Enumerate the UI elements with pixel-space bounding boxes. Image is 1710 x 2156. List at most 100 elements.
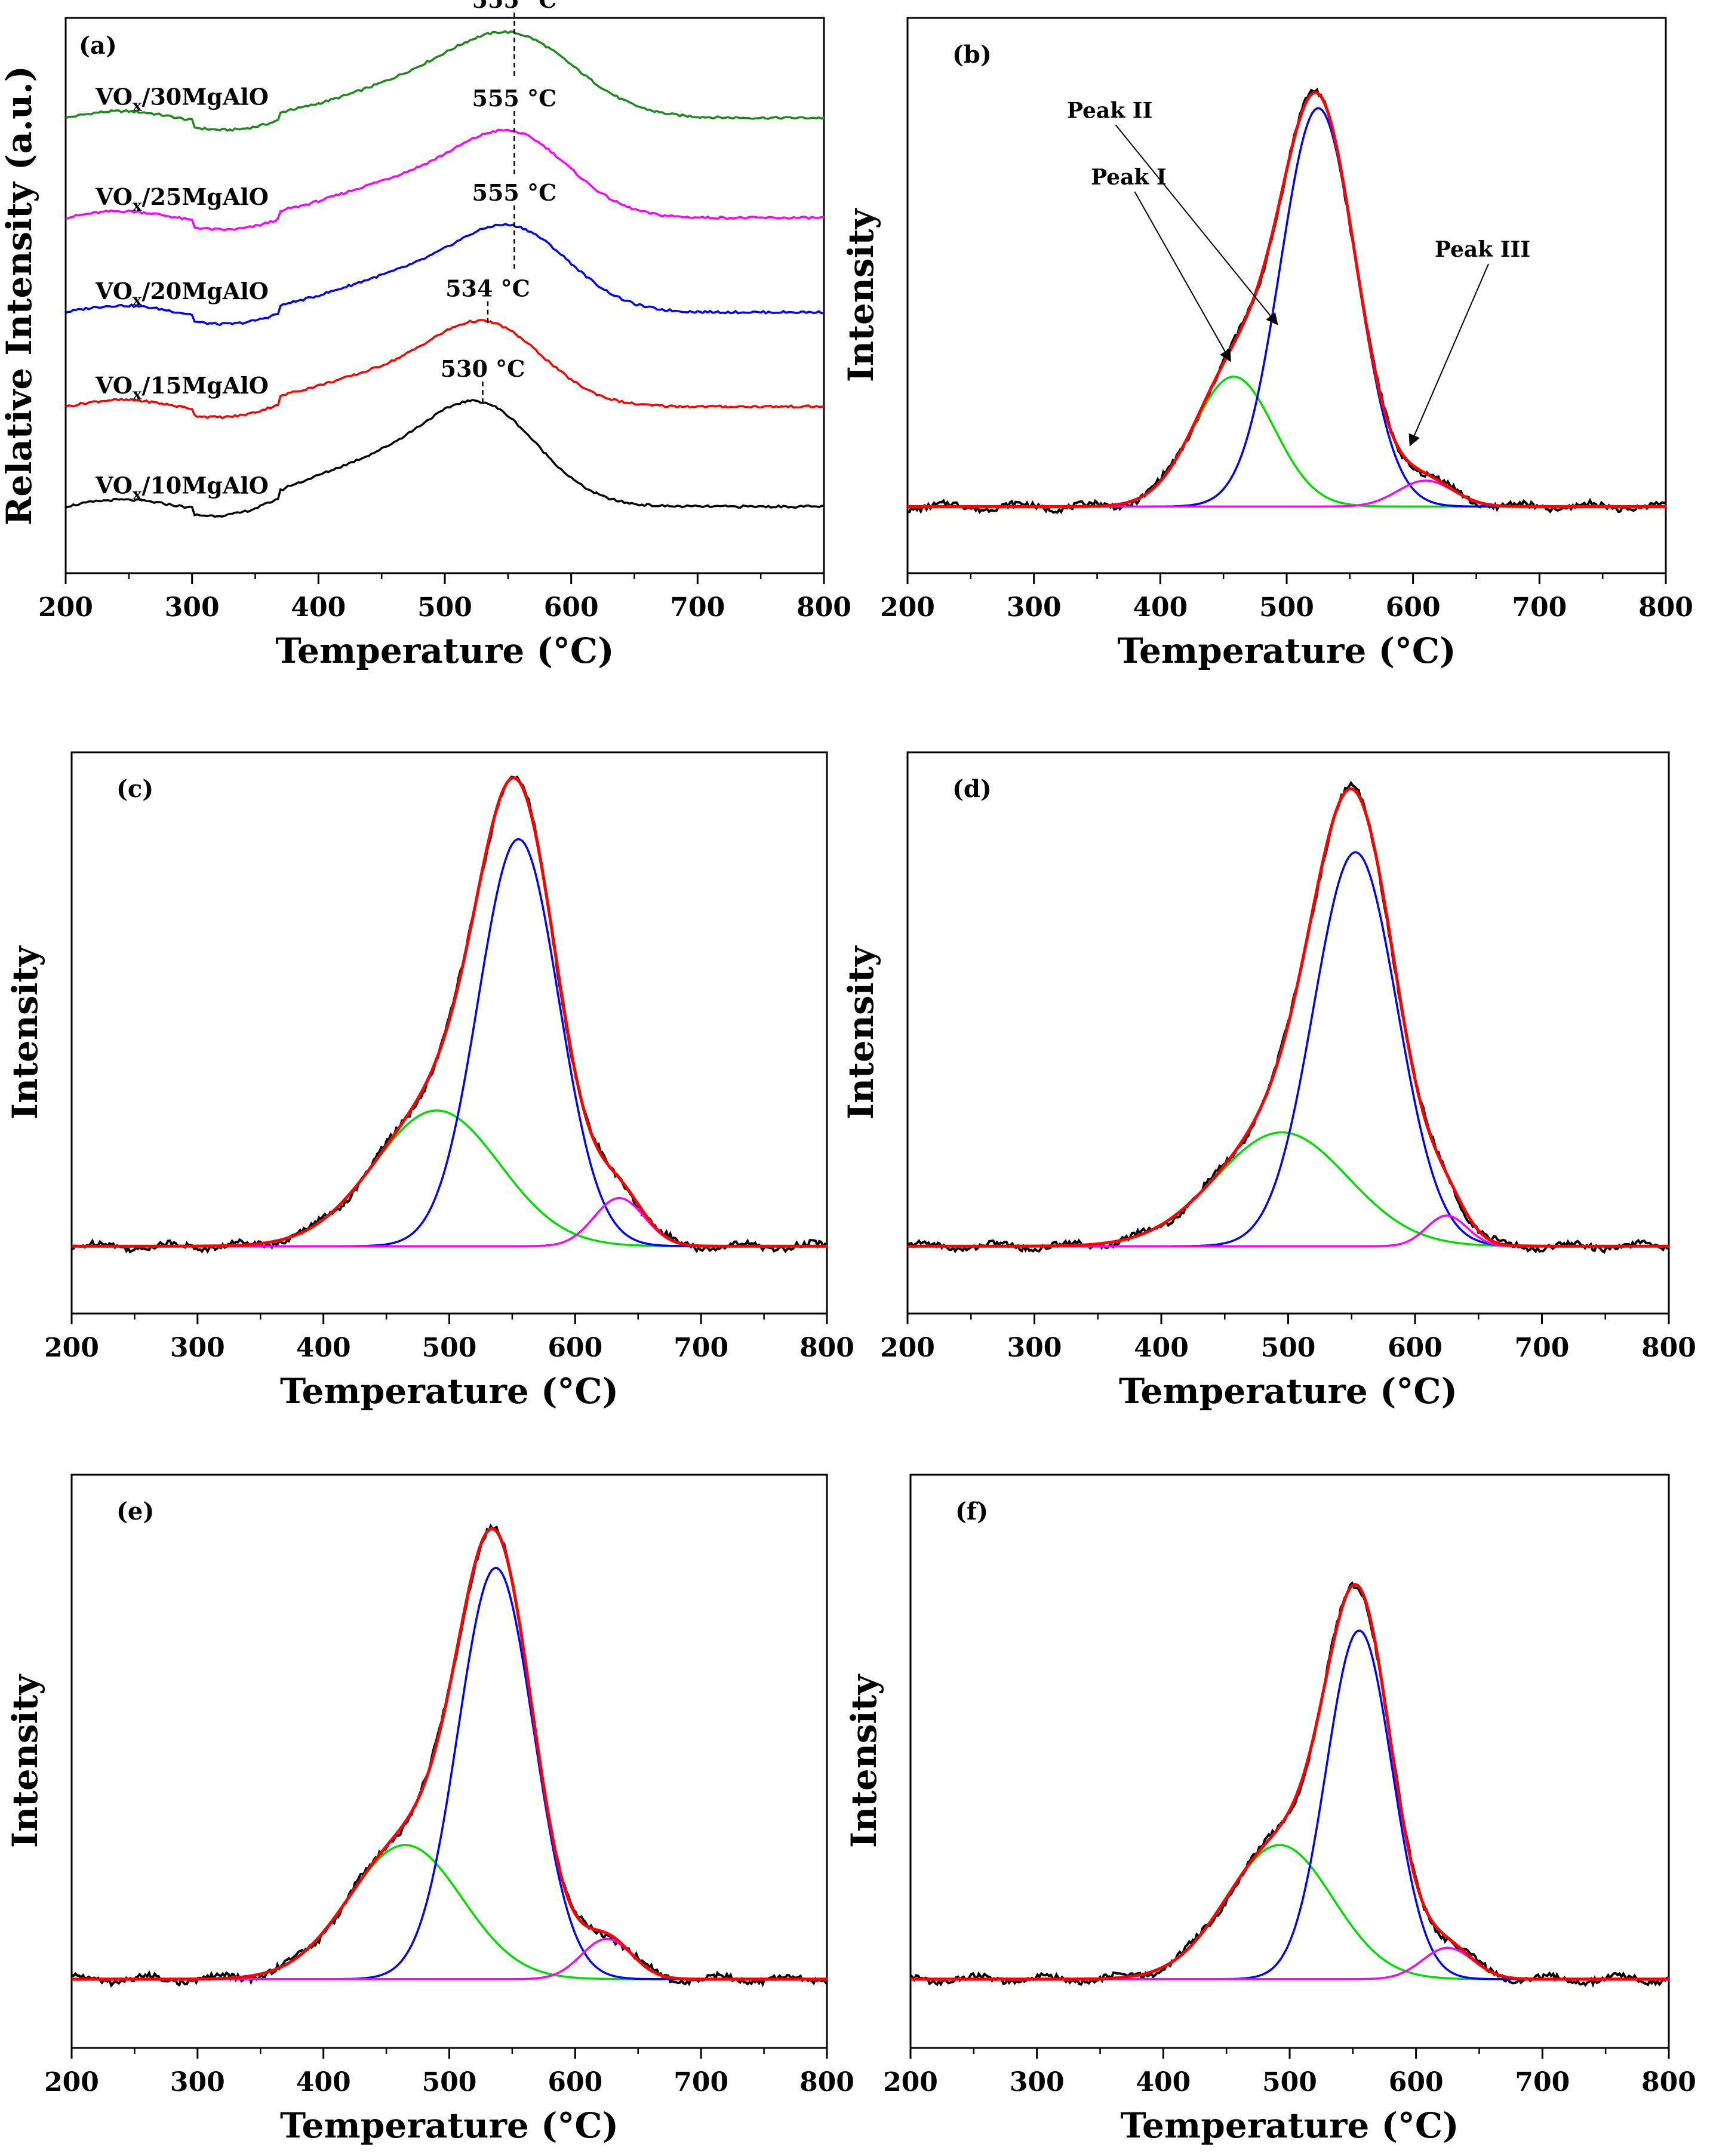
y-axis-title: Intensity (844, 1674, 884, 1849)
peak-III-fit (908, 1214, 1669, 1247)
annotation-arrow (1408, 263, 1490, 447)
series-VOx/15MgAlO: VOx/15MgAlO 534 °C (64, 275, 825, 420)
panel-label: (b) (952, 41, 992, 69)
x-tick-label: 600 (1388, 1333, 1443, 1363)
peak-III-fit (72, 1937, 827, 1980)
series-label: VOx/20MgAlO (95, 278, 269, 309)
peak-annotation: Peak III (1435, 237, 1530, 262)
x-tick-label: 700 (1512, 592, 1567, 623)
series-line (65, 223, 825, 327)
y-axis-title: Intensity (5, 1674, 45, 1849)
y-axis-title: Relative Intensity (a.u.) (0, 66, 39, 525)
peak-I-fit (908, 1131, 1669, 1247)
peak-III-fit (911, 1946, 1669, 1980)
series-label: VOx/15MgAlO (95, 372, 269, 404)
peak-II-fit (911, 1629, 1669, 1980)
x-tick-label: 400 (296, 1333, 351, 1363)
x-axis-title: Temperature (°C) (1120, 2105, 1459, 2146)
plot-frame (70, 751, 828, 1315)
x-tick-label: 700 (670, 592, 725, 623)
x-tick-label: 200 (880, 592, 935, 623)
panel-e: 200 300 400 500 600 700 800 Temperature (°C) Int… (5, 1474, 854, 2146)
measured-curve (907, 87, 1666, 515)
x-tick-label: 700 (1515, 1333, 1570, 1363)
plot-frame (906, 751, 1670, 1315)
panel-d: 200 300 400 500 600 700 800 Temperature (°C) Int… (841, 751, 1696, 1411)
fit-envelope (908, 91, 1666, 508)
peak-temperature-label: 555 °C (472, 179, 557, 206)
x-tick-label: 800 (1638, 592, 1693, 623)
x-axis-title: Temperature (°C) (280, 2105, 619, 2146)
x-tick-label: 800 (799, 1333, 854, 1363)
peak-III-fit (72, 1197, 827, 1247)
x-tick-label: 500 (1262, 2067, 1317, 2097)
peak-I-fit (911, 1844, 1669, 1980)
x-tick-label: 800 (1641, 1333, 1696, 1363)
measured-curve (907, 780, 1670, 1254)
panel-c: 200 300 400 500 600 700 800 Temperature (°C) Int… (5, 751, 854, 1411)
x-tick-label: 300 (1007, 1333, 1062, 1363)
x-axis-title: Temperature (°C) (1119, 1371, 1457, 1411)
x-tick-label: 700 (673, 2067, 728, 2097)
panel-label: (f) (955, 1497, 988, 1525)
fit-envelope (911, 1582, 1669, 1981)
series-VOx/25MgAlO: VOx/25MgAlO 555 °C (65, 85, 825, 232)
x-tick-label: 200 (44, 2067, 99, 2097)
x-tick-label: 300 (1007, 592, 1062, 623)
panel-b: 200 300 400 500 600 700 800 Temperature (°C) Int… (841, 17, 1693, 671)
panel-a: 200 300 400 500 600 700 800 Temperature (°C) Rel… (0, 0, 851, 671)
y-axis-title: Intensity (841, 208, 881, 383)
panel-label: (a) (79, 32, 117, 60)
peak-II-fit (72, 1567, 827, 1980)
peak-I-fit (908, 376, 1666, 508)
series-line (65, 128, 825, 232)
peak-annotation: Peak II (1067, 98, 1153, 123)
panel-label: (c) (116, 775, 153, 803)
x-tick-label: 600 (548, 2067, 602, 2097)
x-tick-label: 800 (796, 592, 851, 623)
fit-envelope (72, 776, 827, 1248)
x-tick-label: 500 (1261, 1333, 1316, 1363)
x-tick-label: 400 (291, 592, 346, 623)
x-tick-label: 400 (1133, 592, 1188, 623)
x-tick-label: 500 (422, 1333, 477, 1363)
plot-frame (909, 1474, 1670, 2049)
series-VOx/20MgAlO: VOx/20MgAlO 555 °C (65, 179, 825, 327)
measured-curve (71, 1523, 828, 1988)
measured-curve (909, 1581, 1669, 1988)
peak-I-fit (72, 1844, 827, 1980)
annotation-arrow (1134, 191, 1231, 362)
x-axis-title: Temperature (°C) (275, 631, 614, 671)
series-VOx/10MgAlO: VOx/10MgAlO 530 °C (65, 355, 825, 518)
x-tick-label: 500 (1259, 592, 1314, 623)
peak-temperature-label: 555 °C (472, 85, 557, 112)
series-label: VOx/30MgAlO (95, 83, 269, 115)
series-VOx/30MgAlO: VOx/30MgAlO 555 °C (65, 0, 825, 132)
x-tick-label: 500 (422, 2067, 477, 2097)
x-axis-title: Temperature (°C) (1117, 631, 1456, 671)
peak-temperature-label: 534 °C (445, 275, 530, 302)
y-axis-title: Intensity (841, 945, 881, 1120)
panel-f: 200 300 400 500 600 700 800 Temperature (°C) Int… (844, 1474, 1696, 2146)
y-axis-title: Intensity (5, 945, 45, 1120)
x-axis-title: Temperature (°C) (280, 1371, 619, 1411)
x-tick-label: 800 (799, 2067, 854, 2097)
x-tick-label: 300 (1010, 2067, 1065, 2097)
x-tick-label: 500 (417, 592, 472, 623)
peak-II-fit (72, 838, 827, 1247)
peak-temperature-label: 530 °C (441, 355, 525, 382)
series-line (65, 398, 825, 518)
x-tick-label: 400 (296, 2067, 351, 2097)
x-tick-label: 400 (1136, 2067, 1191, 2097)
x-tick-label: 200 (38, 592, 93, 623)
x-tick-label: 300 (170, 1333, 225, 1363)
series-line (64, 319, 825, 420)
x-tick-label: 600 (1386, 592, 1441, 623)
measured-curve (71, 775, 828, 1254)
x-tick-label: 300 (165, 592, 220, 623)
x-tick-label: 200 (44, 1333, 99, 1363)
peak-I-fit (72, 1109, 827, 1247)
series-line (65, 30, 825, 132)
series-label: VOx/25MgAlO (95, 183, 269, 215)
x-tick-label: 600 (1389, 2067, 1444, 2097)
